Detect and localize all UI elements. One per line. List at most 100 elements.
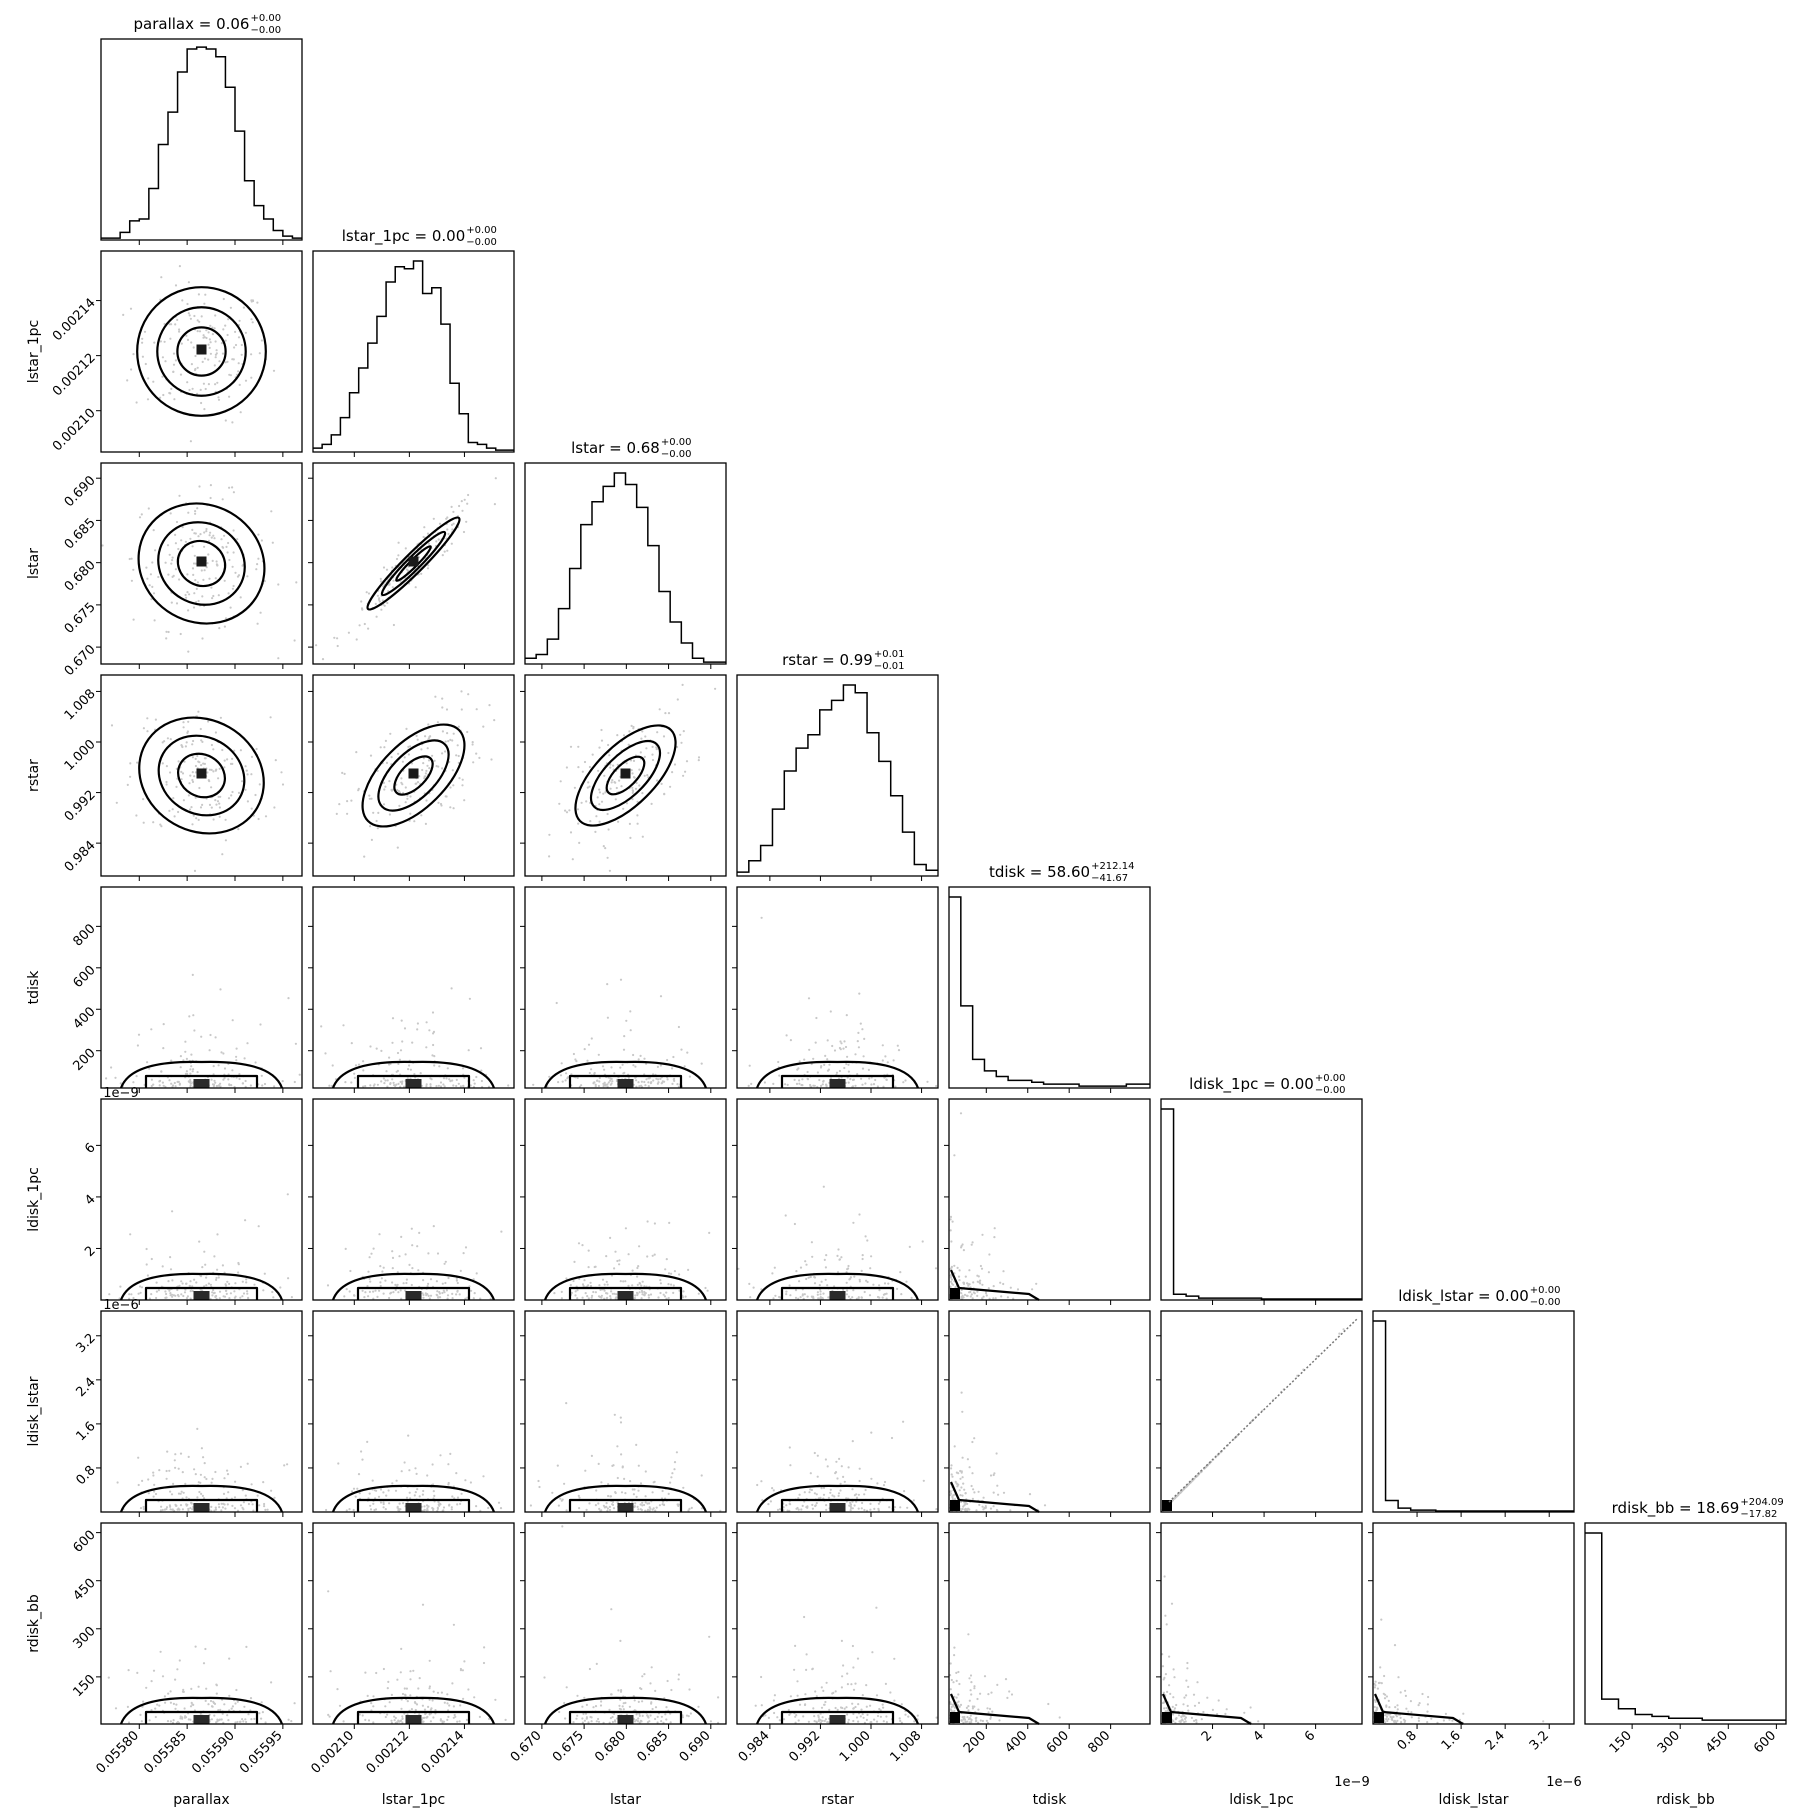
- sample-point: [676, 1083, 679, 1086]
- sample-point: [442, 1077, 446, 1080]
- sample-point: [988, 1253, 991, 1256]
- sample-point: [436, 1506, 439, 1509]
- sample-point: [169, 392, 172, 395]
- sample-point: [239, 411, 242, 414]
- sample-point: [221, 352, 225, 355]
- sample-point: [607, 828, 610, 831]
- sample-point: [382, 1506, 385, 1509]
- sample-point: [617, 820, 620, 823]
- sample-point: [372, 1695, 375, 1698]
- sample-point: [399, 1671, 402, 1674]
- sample-point: [981, 1719, 985, 1723]
- sample-point: [363, 855, 366, 858]
- sample-point: [951, 1498, 954, 1501]
- sample-point: [799, 1266, 803, 1269]
- sample-point: [369, 1504, 372, 1507]
- sample-point: [640, 1080, 644, 1083]
- sample-point: [163, 1695, 166, 1698]
- sample-point: [628, 822, 632, 826]
- sample-point: [237, 828, 240, 831]
- sample-point: [221, 1264, 224, 1267]
- sample-point: [241, 1280, 244, 1283]
- sample-point: [832, 1691, 835, 1694]
- sample-point: [130, 368, 133, 371]
- scatter-panel-lstar_1pc-vs-tdisk: [308, 886, 515, 1093]
- sample-point: [717, 1696, 720, 1699]
- sample-point: [870, 1721, 873, 1724]
- sample-point: [845, 1271, 848, 1274]
- sample-point: [905, 1280, 908, 1283]
- density-contour: [574, 724, 677, 827]
- sample-point: [597, 1717, 600, 1721]
- sample-point: [615, 1293, 618, 1296]
- sample-point: [865, 1705, 868, 1708]
- sample-point: [367, 1270, 370, 1273]
- sample-point: [327, 1590, 330, 1593]
- sample-point: [368, 1277, 371, 1280]
- sample-point: [184, 1040, 187, 1043]
- sample-point: [401, 760, 404, 763]
- sample-point: [979, 1264, 983, 1268]
- sample-point: [798, 1493, 801, 1496]
- sample-point: [383, 1082, 386, 1085]
- x-tick-label: 600: [1751, 1728, 1779, 1756]
- sample-point: [132, 353, 135, 356]
- sample-point: [446, 1297, 449, 1300]
- sample-point: [184, 540, 187, 543]
- sample-point: [583, 1696, 586, 1699]
- sample-point: [159, 340, 162, 343]
- sample-point: [493, 719, 496, 722]
- sample-point: [192, 1068, 195, 1071]
- sample-point: [887, 1282, 890, 1285]
- sample-point: [479, 1297, 482, 1300]
- sample-point: [207, 779, 210, 782]
- sample-point: [1417, 1719, 1420, 1722]
- sample-point: [420, 572, 423, 575]
- sample-point: [364, 1291, 367, 1294]
- sample-point: [464, 1297, 467, 1300]
- sample-point: [982, 1295, 985, 1298]
- sample-point: [342, 1024, 345, 1027]
- sample-point: [244, 1079, 247, 1083]
- sample-point: [447, 740, 450, 743]
- sample-point: [470, 1289, 473, 1292]
- y-tick-label: 1.000: [62, 737, 99, 774]
- sample-point: [959, 1703, 963, 1706]
- sample-point: [961, 1294, 964, 1297]
- density-peak: [193, 1715, 210, 1724]
- sample-point: [426, 532, 430, 535]
- sample-point: [884, 1682, 888, 1685]
- sample-point: [218, 627, 221, 630]
- sample-point: [1373, 1705, 1376, 1709]
- sample-point: [153, 619, 156, 622]
- sample-point: [231, 1504, 234, 1507]
- sample-point: [866, 1713, 869, 1716]
- sample-point: [589, 1715, 592, 1719]
- sample-point: [664, 1268, 667, 1271]
- sample-point: [838, 1457, 841, 1460]
- sample-point: [603, 1297, 606, 1300]
- density-contour: [543, 1696, 708, 1725]
- sample-point: [815, 1720, 818, 1723]
- x-tick-label: 0.00210: [309, 1728, 358, 1777]
- sample-point: [967, 1633, 970, 1636]
- sample-point: [446, 1702, 449, 1705]
- sample-point: [608, 1721, 611, 1724]
- sample-point: [624, 1701, 627, 1704]
- sample-point: [376, 827, 379, 830]
- sample-point: [253, 1283, 256, 1286]
- sample-point: [576, 1694, 579, 1697]
- sample-point: [824, 1054, 827, 1057]
- sample-point: [209, 484, 212, 487]
- sample-point: [1187, 1483, 1190, 1486]
- sample-point: [568, 809, 571, 812]
- sample-point: [883, 1282, 887, 1285]
- sample-point: [560, 1290, 563, 1293]
- sample-point: [458, 777, 461, 780]
- sample-point: [209, 1033, 212, 1037]
- sample-point: [772, 1082, 775, 1085]
- sample-point: [449, 1452, 452, 1455]
- sample-point: [161, 762, 164, 765]
- sample-point: [178, 1083, 181, 1086]
- sample-point: [189, 1084, 192, 1087]
